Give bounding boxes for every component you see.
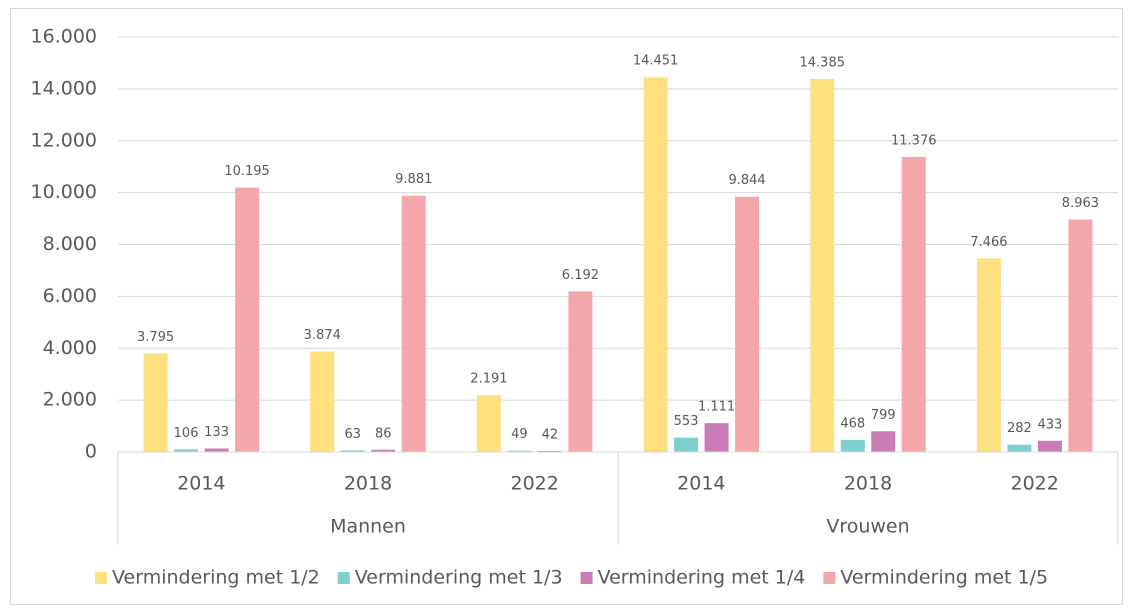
x-tick-label: 2022 — [510, 473, 558, 495]
value-label: 282 — [1007, 421, 1032, 436]
bar — [871, 431, 896, 452]
value-label: 133 — [204, 425, 229, 440]
value-label: 49 — [511, 427, 528, 442]
x-tick-label: 2014 — [177, 473, 225, 495]
x-tick-label: 2014 — [677, 473, 725, 495]
bar — [235, 187, 260, 452]
y-tick-label: 12.000 — [31, 129, 97, 151]
legend-label: Vermindering met 1/5 — [840, 567, 1048, 589]
bar — [568, 291, 593, 452]
bar — [674, 437, 699, 452]
bar — [537, 450, 562, 452]
bar — [174, 449, 199, 452]
value-label: 14.385 — [800, 55, 846, 70]
legend-swatch — [337, 572, 350, 584]
value-label: 9.881 — [395, 172, 432, 187]
value-label: 1.111 — [698, 400, 735, 415]
legend-swatch — [95, 572, 107, 584]
value-label: 10.195 — [224, 164, 270, 179]
bar — [371, 449, 396, 452]
bar — [704, 423, 729, 452]
x-tick-label: 2018 — [344, 473, 392, 495]
bar — [476, 395, 501, 452]
bar — [901, 156, 926, 452]
bar — [143, 353, 168, 452]
bar — [976, 258, 1001, 452]
legend-label: Vermindering met 1/3 — [355, 567, 563, 589]
value-label: 9.844 — [728, 173, 765, 188]
bar — [1037, 440, 1062, 452]
value-label: 7.466 — [970, 235, 1007, 250]
y-tick-label: 0 — [85, 441, 97, 463]
value-label: 42 — [542, 427, 559, 442]
bar — [840, 439, 865, 452]
y-tick-label: 4.000 — [43, 337, 97, 359]
value-label: 553 — [674, 414, 699, 429]
bar — [401, 195, 426, 453]
bar — [204, 448, 229, 452]
value-label: 3.874 — [304, 328, 341, 343]
legend-swatch — [823, 572, 836, 584]
value-label: 433 — [1038, 417, 1063, 432]
group-label: Vrouwen — [826, 516, 909, 538]
bar — [1007, 444, 1032, 452]
value-label: 14.451 — [633, 54, 679, 69]
legend-swatch — [580, 572, 593, 584]
x-tick-label: 2018 — [844, 473, 892, 495]
y-tick-label: 10.000 — [31, 181, 97, 203]
value-label: 3.795 — [137, 330, 174, 345]
value-label: 6.192 — [562, 268, 599, 283]
value-label: 799 — [871, 408, 896, 423]
value-label: 11.376 — [891, 133, 937, 148]
legend-label: Vermindering met 1/4 — [598, 567, 806, 589]
y-tick-label: 2.000 — [43, 389, 97, 411]
chart-border — [10, 8, 1123, 605]
value-label: 63 — [344, 427, 361, 442]
y-tick-label: 8.000 — [43, 233, 97, 255]
bar — [507, 450, 532, 452]
value-label: 468 — [840, 416, 865, 431]
bar — [810, 78, 835, 452]
y-tick-label: 14.000 — [31, 77, 97, 99]
bar — [310, 351, 335, 452]
group-label: Mannen — [330, 516, 406, 538]
bar — [643, 77, 668, 452]
bar — [735, 196, 760, 452]
y-tick-label: 16.000 — [31, 26, 97, 48]
value-label: 106 — [174, 426, 199, 441]
bar — [340, 450, 365, 452]
value-label: 86 — [375, 426, 392, 441]
bar — [1068, 219, 1093, 452]
x-tick-label: 2022 — [1010, 473, 1058, 495]
value-label: 2.191 — [470, 372, 507, 387]
value-label: 8.963 — [1062, 196, 1099, 211]
y-tick-label: 6.000 — [43, 285, 97, 307]
legend-label: Vermindering met 1/2 — [112, 567, 320, 589]
